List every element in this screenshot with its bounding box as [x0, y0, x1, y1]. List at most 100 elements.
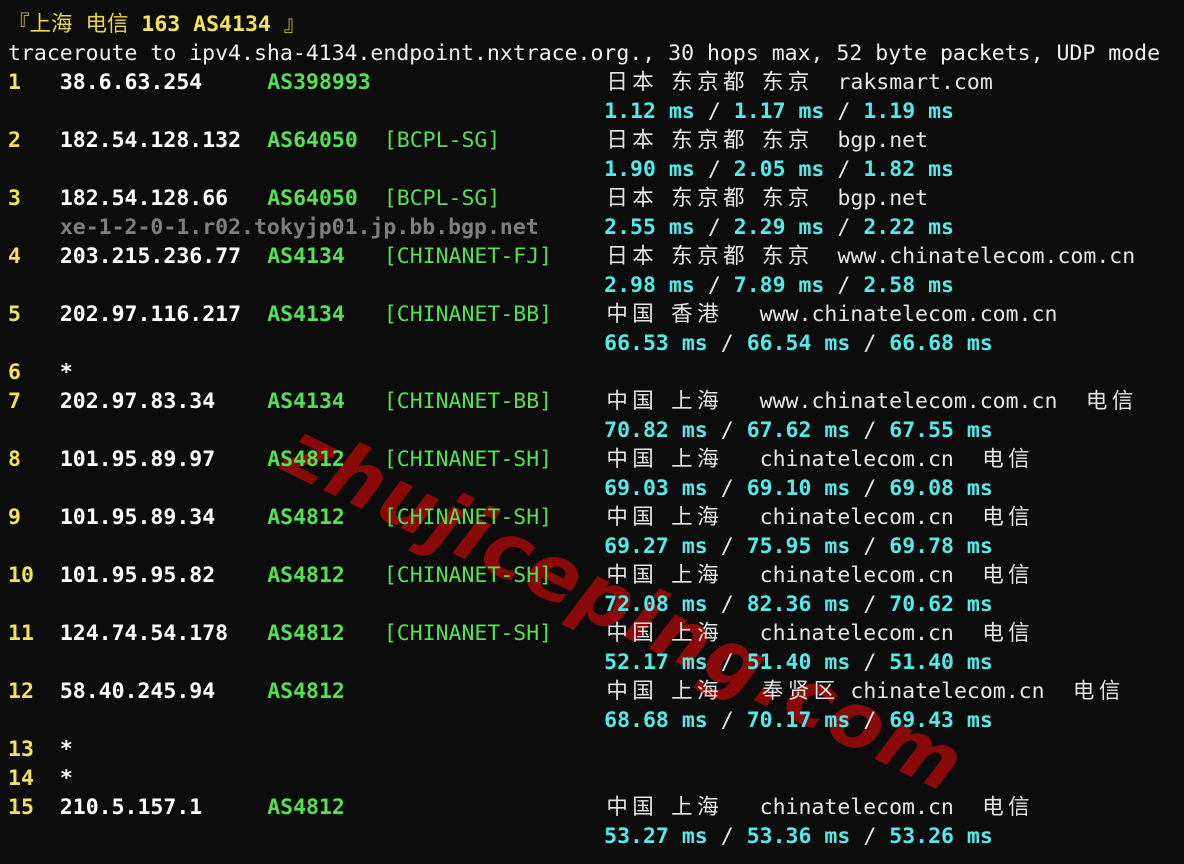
hop-geo-char: 京: [787, 186, 810, 211]
hop-geo-char: 都: [722, 244, 745, 269]
hop-number: 4: [8, 244, 21, 269]
hop-latency: 75.95 ms: [746, 534, 851, 559]
hop-geo-char: 本: [632, 70, 654, 95]
hop-number: 11: [8, 621, 34, 646]
hop-geo-char: 中: [606, 621, 628, 646]
hop-asn: AS4812: [267, 621, 345, 646]
hop-netname: [BCPL-SG]: [383, 128, 501, 153]
latency-separator: /: [707, 331, 747, 356]
hop-geo-char: 国: [632, 563, 654, 588]
hop-geo-char: 中: [606, 505, 628, 530]
hop-geo-char: 国: [632, 505, 654, 530]
hop-ip: 58.40.245.94: [59, 679, 216, 704]
hop-geo-char: 京: [697, 128, 719, 153]
hop-latency: 2.98 ms: [604, 273, 695, 298]
hop-latency: 53.36 ms: [746, 824, 851, 849]
hop-geo-char: 本: [632, 186, 654, 211]
hop-asn: AS4134: [267, 244, 345, 269]
hop-netname: [CHINANET-BB]: [383, 389, 553, 414]
hop-geo-part: chinatelecom.cn: [850, 679, 1045, 704]
hop-geo-char: 信: [1008, 505, 1030, 530]
hop-asn: AS64050: [267, 128, 358, 153]
header-suffix: 』: [270, 12, 306, 37]
hop-geo-part: bgp.net: [837, 128, 929, 153]
hop-geo-char: 东: [761, 186, 784, 211]
hop-geo-char: 海: [697, 389, 719, 414]
hop-timeout: *: [59, 766, 73, 791]
hop-geo-char: 中: [606, 795, 628, 820]
latency-separator: /: [707, 824, 747, 849]
hop-latency: 69.10 ms: [746, 476, 851, 501]
hop-geo-char: 海: [697, 447, 719, 472]
hop-timeout: *: [59, 360, 73, 385]
hop-geo-part: www.chinatelecom.com.cn: [759, 389, 1058, 414]
hop-geo-char: 电: [982, 621, 1004, 646]
latency-separator: /: [694, 157, 734, 182]
hop-geo-char: 国: [632, 795, 654, 820]
hop-latency: 2.58 ms: [863, 273, 954, 298]
hop-latency: 7.89 ms: [733, 273, 825, 298]
hop-geo-part: www.chinatelecom.com.cn: [759, 302, 1058, 327]
latency-separator: /: [850, 476, 890, 501]
hop-latency: 1.12 ms: [604, 99, 695, 124]
hop-geo-char: 电: [982, 563, 1004, 588]
latency-separator: /: [707, 476, 747, 501]
hop-geo-char: 上: [671, 679, 693, 704]
latency-separator: /: [850, 650, 890, 675]
hop-geo-char: 东: [761, 128, 784, 153]
hop-geo-char: 中: [606, 302, 628, 327]
hop-latency: 1.90 ms: [604, 157, 695, 182]
hop-geo-char: 国: [632, 621, 654, 646]
hop-geo-char: 电: [982, 447, 1004, 472]
hop-number: 8: [8, 447, 21, 472]
latency-separator: /: [824, 99, 864, 124]
hop-latency: 52.17 ms: [604, 650, 708, 675]
hop-geo-char: 东: [671, 70, 693, 95]
hop-latency: 1.17 ms: [733, 99, 825, 124]
hop-geo-char: 上: [671, 447, 693, 472]
hop-asn: AS4812: [267, 505, 345, 530]
hop-geo-char: 海: [697, 505, 719, 530]
hop-geo-char: 信: [1111, 389, 1134, 414]
hop-geo-char: 京: [787, 70, 810, 95]
hop-asn: AS4134: [267, 389, 345, 414]
hop-latency: 66.68 ms: [889, 331, 993, 356]
hop-number: 1: [8, 70, 21, 95]
hop-netname: [CHINANET-SH]: [383, 505, 553, 530]
command-line: traceroute to ipv4.sha-4134.endpoint.nxt…: [8, 41, 1161, 66]
hop-geo-part: chinatelecom.cn: [759, 505, 954, 530]
hop-latency: 69.78 ms: [889, 534, 993, 559]
hop-geo-char: 东: [671, 186, 693, 211]
hop-asn: AS4812: [267, 563, 345, 588]
hop-asn: AS4812: [267, 679, 345, 704]
latency-separator: /: [707, 708, 747, 733]
hop-latency: 1.19 ms: [863, 99, 954, 124]
hop-latency: 68.68 ms: [604, 708, 708, 733]
hop-latency: 70.62 ms: [889, 592, 993, 617]
hop-asn: AS398993: [267, 70, 371, 95]
hop-geo-char: 京: [697, 186, 719, 211]
latency-separator: /: [694, 273, 734, 298]
hop-geo-part: www.chinatelecom.com.cn: [837, 244, 1136, 269]
hop-ip: 210.5.157.1: [59, 795, 203, 820]
hop-ip: 202.97.83.34: [59, 389, 216, 414]
hop-asn: AS4134: [267, 302, 345, 327]
hop-geo-char: 京: [787, 244, 810, 269]
header-prefix: 『上海 电信: [8, 12, 142, 37]
latency-separator: /: [707, 650, 747, 675]
hop-geo-char: 贤: [787, 679, 810, 704]
hop-number: 5: [8, 302, 21, 327]
hop-geo-char: 电: [982, 505, 1004, 530]
hop-latency: 2.55 ms: [604, 215, 695, 240]
hop-geo-char: 日: [606, 128, 628, 153]
hop-geo-char: 上: [671, 795, 693, 820]
hop-netname: [CHINANET-SH]: [383, 447, 553, 472]
hop-geo-char: 信: [1008, 795, 1030, 820]
hop-geo-char: 都: [722, 128, 745, 153]
hop-latency: 66.54 ms: [746, 331, 851, 356]
latency-separator: /: [824, 157, 864, 182]
hop-number: 2: [8, 128, 21, 153]
hop-latency: 2.22 ms: [863, 215, 954, 240]
hop-number: 14: [8, 766, 34, 791]
hop-geo-char: 上: [671, 563, 693, 588]
